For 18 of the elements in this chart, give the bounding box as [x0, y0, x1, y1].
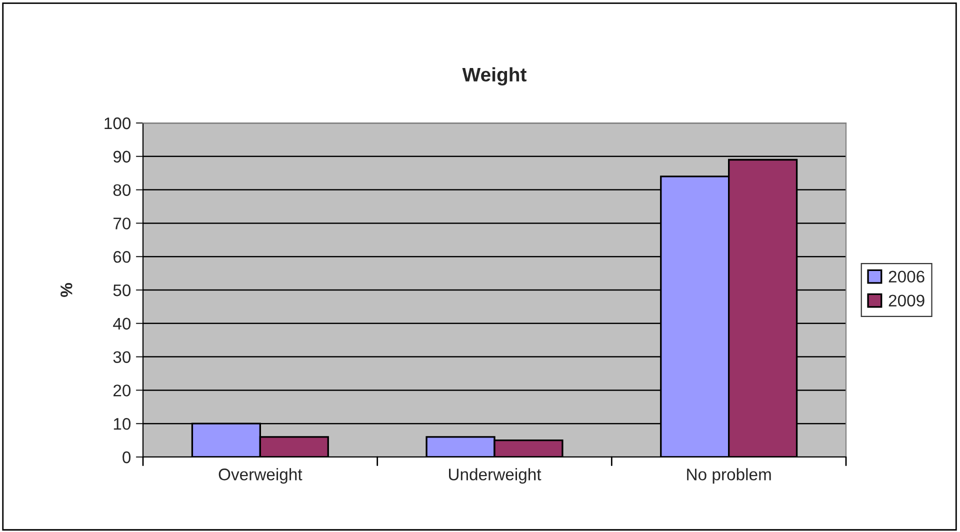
x-tick-label: Underweight — [449, 468, 542, 484]
y-tick-label: 50 — [113, 284, 131, 296]
y-tick-label: 70 — [114, 218, 131, 230]
y-tick-label: 90 — [113, 150, 131, 163]
y-axis-title: % — [60, 283, 72, 297]
y-tick-label: 0 — [122, 451, 131, 464]
y-tick-label: 40 — [113, 318, 131, 330]
x-tick-label: Overweight — [218, 468, 302, 484]
y-tick-label: 30 — [113, 351, 131, 364]
y-tick-label: 80 — [113, 184, 131, 196]
x-tick-label: No problem — [687, 468, 771, 484]
y-tick-label: 20 — [113, 384, 131, 396]
legend-label: 2006 — [888, 270, 924, 283]
y-tick-label: 10 — [114, 418, 131, 430]
legend-label: 2009 — [888, 294, 924, 306]
y-tick-label: 60 — [114, 251, 131, 263]
chart-title: Weight — [462, 67, 526, 86]
y-tick-label: 100 — [104, 117, 131, 130]
